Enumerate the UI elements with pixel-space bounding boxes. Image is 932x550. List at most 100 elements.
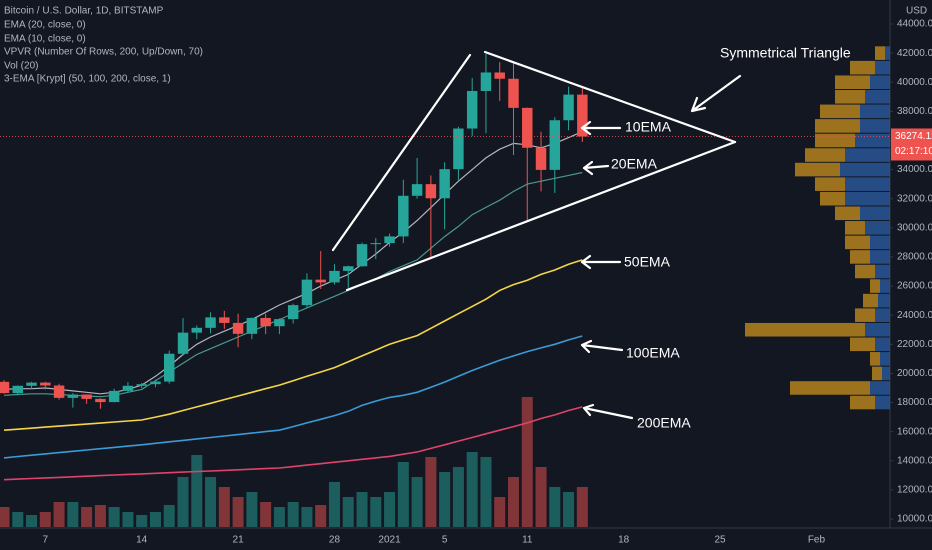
profile-up [870,235,890,250]
candle-body [232,322,244,334]
annotation: 50EMA [624,254,671,270]
volume-bar [370,497,382,527]
volume-bar [549,487,561,527]
candle-body [480,72,492,91]
profile-down [872,366,882,381]
volume-bar [0,507,10,527]
y-tick-label: 28000.00 [897,252,932,263]
candle-body [40,382,51,386]
volume-bar [81,507,93,527]
indicator-label: 3-EMA [Krypt] (50, 100, 200, close, 1) [4,74,171,85]
x-tick-label: 11 [522,535,533,546]
profile-up [855,133,890,148]
y-tick-label: 22000.00 [897,339,932,350]
volume-bar [246,492,258,527]
candle-body [535,147,547,170]
volume-bar [397,462,409,527]
candle-body [164,353,175,382]
ema-line [3,131,583,395]
profile-down [855,264,875,279]
volume-bar [273,507,285,527]
profile-down [745,322,865,337]
candle-body [205,317,216,328]
arrow [582,160,610,176]
x-tick-label: 5 [442,535,448,546]
candle-body [122,385,134,391]
x-tick-label: 2021 [378,535,401,546]
candle-body [577,94,588,137]
arrow [580,254,622,270]
volume-bar [535,467,547,527]
y-tick-label: 30000.00 [897,222,932,233]
profile-down [850,60,875,75]
profile-up [880,352,890,366]
volume-bar [12,512,24,527]
volume-bar [122,512,134,527]
y-tick-label: 10000.00 [897,514,932,525]
annotation: Symmetrical Triangle [720,45,851,61]
candle-body [522,107,533,148]
ema-line [3,406,583,481]
x-tick-label: 14 [136,535,148,546]
annotation: 200EMA [637,415,691,431]
annotation: 20EMA [611,156,658,172]
candle-body [370,243,382,245]
profile-down [815,119,860,133]
x-tick-label: 7 [43,535,49,546]
profile-up [865,90,890,104]
annotation: 100EMA [626,345,680,361]
volume-bar [452,467,464,527]
profile-up [870,381,890,395]
candle-body [549,120,561,170]
y-tick-label: 44000.00 [897,19,932,30]
volume-bar [315,505,327,527]
candle-body [177,332,189,354]
y-tick-label: 14000.00 [897,455,932,466]
volume-bar [439,472,451,527]
profile-down [835,75,870,90]
candle-body [343,266,354,271]
candle-body [150,381,161,385]
candle-body [191,327,203,333]
profile-down [870,279,880,293]
candle-body [287,305,299,320]
volume-bar [466,452,478,527]
trend-line [331,53,472,252]
y-tick-label: 40000.00 [897,77,932,88]
volume-bar [53,502,65,527]
volume-bar [232,497,244,527]
profile-up [880,279,890,293]
volume-bar [136,515,148,527]
indicator-label: EMA (20, close, 0) [4,20,86,31]
candle-body [0,381,10,394]
profile-up [865,322,890,337]
candle-body [274,319,285,327]
candle-body [53,385,65,398]
profile-up [878,293,890,308]
volume-bar [26,515,38,527]
x-tick-label: 28 [329,535,341,546]
profile-down [850,337,875,352]
x-tick-label: 18 [618,535,630,546]
candle-body [67,394,79,398]
volume-bar [494,497,506,527]
candle-body [246,317,258,334]
candle-body [315,279,326,283]
drawings [331,50,742,420]
indicator-label: VPVR (Number Of Rows, 200, Up/Down, 70) [4,47,203,58]
profile-up [875,264,890,279]
volume-bar [163,505,175,527]
y-tick-label: 20000.00 [897,368,932,379]
candle-body [260,317,271,327]
profile-down [835,90,865,104]
candle-body [425,184,437,199]
volume-bar [301,507,313,527]
profile-up [865,221,890,235]
candle-body [219,317,230,323]
candle-body [453,128,464,170]
volume-bar [260,502,272,527]
y-tick-label: 34000.00 [897,164,932,175]
profile-down [815,133,855,148]
profile-down [863,293,878,308]
